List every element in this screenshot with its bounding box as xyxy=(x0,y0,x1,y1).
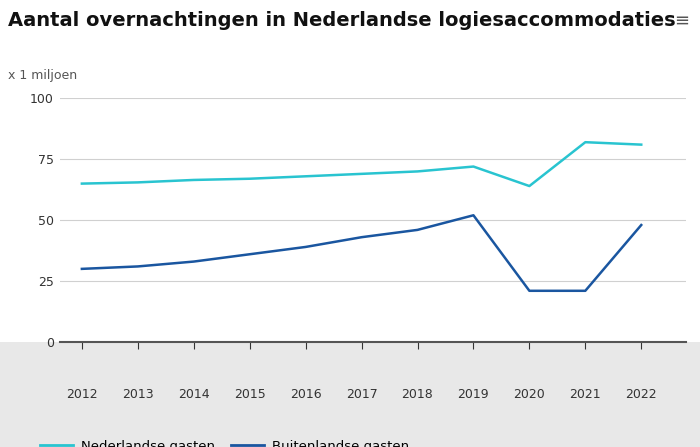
Text: ≡: ≡ xyxy=(674,11,690,29)
Text: Aantal overnachtingen in Nederlandse logiesaccommodaties: Aantal overnachtingen in Nederlandse log… xyxy=(8,11,676,30)
Text: x 1 miljoen: x 1 miljoen xyxy=(8,69,78,82)
Legend: Nederlandse gasten, Buitenlandse gasten: Nederlandse gasten, Buitenlandse gasten xyxy=(34,435,414,447)
